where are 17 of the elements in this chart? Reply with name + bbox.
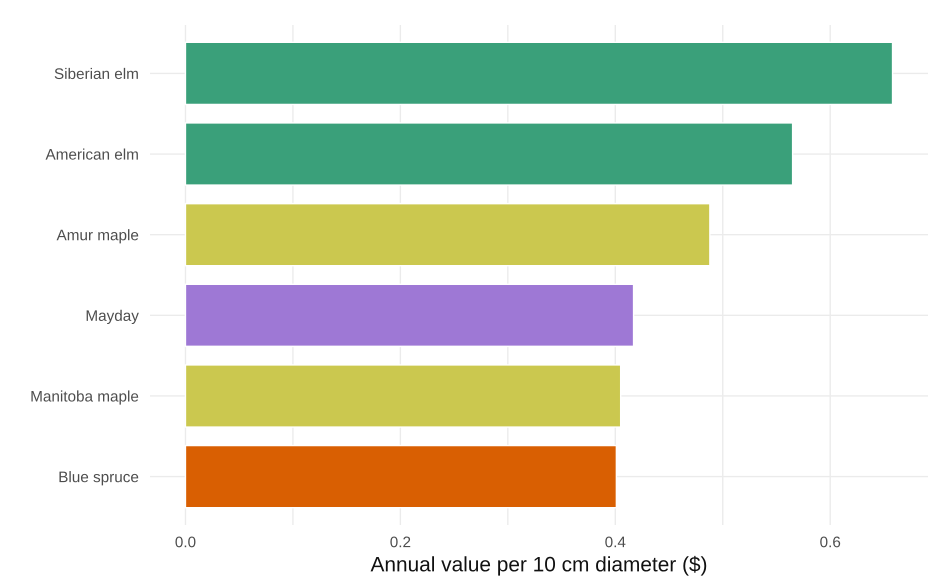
- bar: [184, 444, 618, 508]
- bar: [184, 284, 634, 348]
- bar: [184, 42, 894, 106]
- x-tick-label: 0.2: [390, 536, 410, 548]
- x-tick-label: 0.4: [605, 536, 626, 548]
- bar: [184, 202, 711, 266]
- x-tick-label: 0.0: [175, 536, 196, 548]
- y-tick-label: Siberian elm: [54, 68, 138, 80]
- y-tick-label: Amur maple: [56, 229, 138, 244]
- x-axis-title: Annual value per 10 cm diameter ($): [370, 556, 706, 576]
- y-tick-label: American elm: [46, 148, 138, 160]
- bar: [184, 122, 794, 186]
- x-tick-label: 0.6: [820, 536, 840, 548]
- bar: [184, 364, 622, 428]
- y-tick-label: Blue spruce: [59, 471, 138, 486]
- y-tick-label: Mayday: [86, 310, 139, 324]
- y-tick-label: Manitoba maple: [31, 390, 138, 405]
